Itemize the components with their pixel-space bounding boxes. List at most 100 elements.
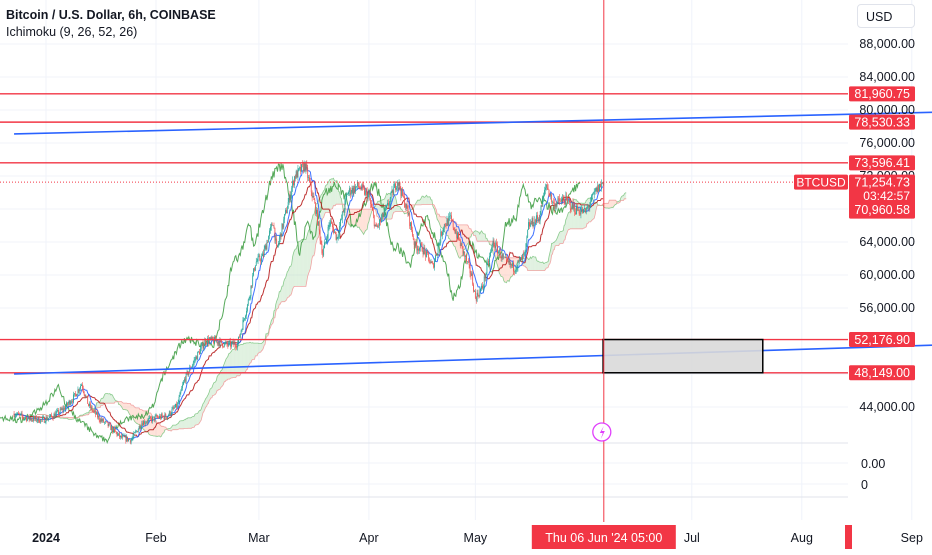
candle-body bbox=[275, 239, 276, 241]
candle-body bbox=[317, 210, 318, 225]
cloud-segment bbox=[538, 261, 539, 270]
candle-body bbox=[351, 193, 352, 195]
candle-body bbox=[353, 186, 354, 193]
cloud-segment bbox=[426, 195, 427, 204]
candle-body bbox=[529, 222, 530, 226]
symbol-title[interactable]: Bitcoin / U.S. Dollar, 6h, COINBASE bbox=[6, 7, 216, 24]
candle-body bbox=[295, 176, 296, 178]
candle-body bbox=[287, 209, 288, 213]
range-rectangle-group[interactable] bbox=[603, 340, 763, 373]
candle-body bbox=[186, 373, 187, 381]
candle-body bbox=[457, 232, 458, 238]
candle-body bbox=[500, 250, 501, 258]
candle-body bbox=[337, 237, 338, 238]
cloud-segment bbox=[127, 403, 128, 410]
candle-body bbox=[554, 203, 555, 209]
range-rectangle[interactable] bbox=[603, 340, 763, 373]
chikou-span-line bbox=[0, 164, 580, 443]
cloud-segment bbox=[296, 246, 297, 286]
candle-body bbox=[233, 341, 234, 344]
candle-body bbox=[267, 242, 268, 243]
candle-body bbox=[109, 424, 110, 426]
candle-body bbox=[52, 416, 53, 418]
candle-body bbox=[576, 206, 577, 214]
candle-body bbox=[580, 214, 581, 215]
cloud-segment bbox=[173, 425, 174, 430]
candle-body bbox=[162, 414, 163, 416]
crosshair-date-label: Thu 06 Jun '24 05:00 bbox=[545, 531, 662, 545]
candle-body bbox=[481, 286, 482, 289]
indicator-label[interactable]: Ichimoku (9, 26, 52, 26) bbox=[6, 24, 216, 41]
candle-body bbox=[398, 182, 399, 186]
candle-body bbox=[100, 420, 101, 421]
candle-body bbox=[62, 408, 63, 410]
candle-body bbox=[396, 188, 397, 190]
candle-body bbox=[477, 293, 478, 301]
candle-body bbox=[44, 417, 45, 422]
candle-body bbox=[348, 192, 349, 194]
cloud-segment bbox=[231, 351, 232, 378]
candle-body bbox=[184, 379, 185, 382]
candle-body bbox=[226, 342, 227, 343]
candle-body bbox=[126, 437, 127, 442]
candle-body bbox=[73, 395, 74, 402]
candle-body bbox=[284, 214, 285, 219]
currency-button[interactable]: USD bbox=[857, 4, 915, 28]
cloud-segment bbox=[175, 425, 176, 430]
cloud-segment bbox=[441, 217, 442, 227]
cloud-segment bbox=[226, 358, 227, 381]
candle-body bbox=[167, 416, 168, 418]
candle-body bbox=[560, 201, 561, 202]
price-axis[interactable]: 88,000.0084,000.0080,000.0076,000.0072,0… bbox=[859, 37, 915, 492]
candle-body bbox=[526, 237, 527, 243]
candle-body bbox=[53, 418, 54, 419]
candle-body bbox=[486, 264, 487, 273]
candle-body bbox=[137, 431, 138, 432]
candle-body bbox=[36, 417, 37, 421]
candle-body bbox=[256, 262, 257, 266]
candle-body bbox=[39, 422, 40, 423]
cloud-segment bbox=[304, 240, 305, 287]
candle-body bbox=[277, 245, 278, 246]
candle-body bbox=[255, 265, 256, 270]
candle-body bbox=[494, 246, 495, 248]
candle-body bbox=[599, 184, 600, 191]
candle-body bbox=[381, 218, 382, 222]
cloud-segment bbox=[607, 203, 608, 208]
candle-body bbox=[487, 261, 488, 264]
candle-body bbox=[361, 184, 362, 189]
candle-body bbox=[503, 257, 504, 258]
cloud-segment bbox=[107, 393, 108, 403]
candle-body bbox=[602, 183, 603, 184]
trendline-lower[interactable] bbox=[14, 344, 932, 374]
candle-body bbox=[480, 289, 481, 290]
candle-body bbox=[133, 436, 134, 438]
candle-body bbox=[346, 195, 347, 197]
candle-body bbox=[341, 219, 342, 220]
cloud-segment bbox=[244, 343, 245, 372]
candle-body bbox=[169, 411, 170, 415]
cloud-segment bbox=[330, 179, 331, 212]
candle-body bbox=[416, 246, 417, 251]
candle-body bbox=[507, 258, 508, 260]
candle-body bbox=[175, 404, 176, 408]
candle-body bbox=[300, 167, 301, 172]
candle-body bbox=[370, 200, 371, 204]
cloud-segment bbox=[241, 345, 242, 373]
candle-body bbox=[205, 340, 206, 343]
candle-body bbox=[16, 414, 17, 415]
candle-body bbox=[537, 215, 538, 219]
cloud-segment bbox=[314, 211, 315, 256]
candle-body bbox=[357, 182, 358, 186]
candle-body bbox=[469, 262, 470, 265]
horizontal-levels[interactable] bbox=[0, 94, 848, 373]
candle-body bbox=[555, 205, 556, 209]
candle-body bbox=[574, 206, 575, 213]
candle-body bbox=[544, 190, 545, 196]
cloud-segment bbox=[397, 206, 398, 212]
candle-body bbox=[338, 235, 339, 237]
candle-body bbox=[592, 194, 593, 195]
